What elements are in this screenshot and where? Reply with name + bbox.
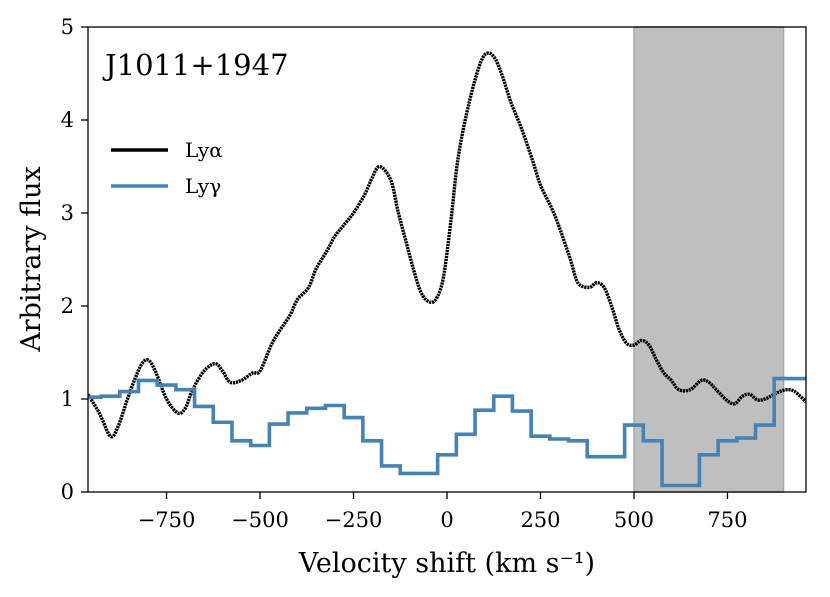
legend: Lyα Lyγ: [111, 138, 223, 198]
x-tick-label: −500: [231, 508, 289, 532]
series-line-lya: [88, 51, 806, 439]
y-tick-label: 2: [61, 294, 74, 318]
x-tick-label: 0: [440, 508, 453, 532]
y-tick-label: 3: [61, 201, 74, 225]
legend-label-lya: Lyα: [185, 138, 223, 162]
x-tick-label: 250: [520, 508, 560, 532]
y-tick-label: 4: [61, 108, 74, 132]
series-layer: [88, 51, 806, 488]
x-tick-label: 500: [614, 508, 654, 532]
shaded-region: [633, 26, 785, 493]
x-axis-ticks: −750 −500 −250 0 250 500 750: [138, 492, 748, 532]
y-axis-label: Arbitrary flux: [16, 166, 47, 353]
y-tick-label: 5: [61, 15, 74, 39]
plot-title: J1011+1947: [102, 48, 289, 82]
y-tick-label: 1: [61, 387, 74, 411]
series-line-lyg: [88, 376, 806, 488]
y-axis-ticks: 0 1 2 3 4 5: [61, 15, 88, 504]
shaded-region-layer: [633, 26, 785, 493]
x-tick-label: −250: [325, 508, 383, 532]
x-axis-label: Velocity shift (km s⁻¹): [298, 548, 595, 579]
x-tick-label: 750: [707, 508, 747, 532]
x-tick-label: −750: [138, 508, 196, 532]
legend-label-lyg: Lyγ: [185, 174, 221, 198]
y-tick-label: 0: [61, 480, 74, 504]
